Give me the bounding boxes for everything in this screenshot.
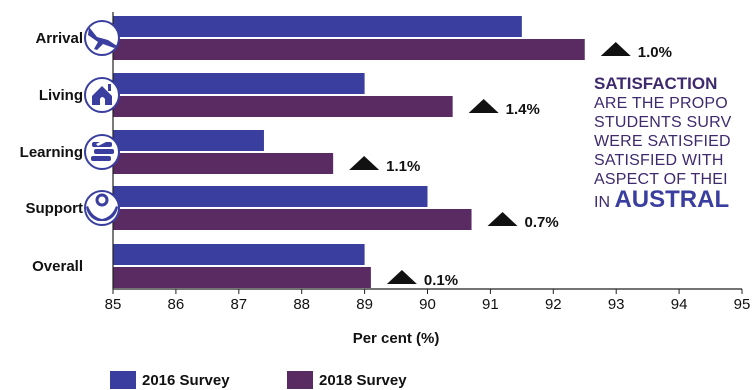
bar-2016-living bbox=[113, 73, 365, 94]
category-icons bbox=[84, 20, 120, 226]
x-tick-label-91: 91 bbox=[482, 296, 499, 313]
delta-label-overall: 0.1% bbox=[424, 272, 458, 289]
category-label-support: Support bbox=[26, 200, 84, 217]
increase-triangle-icon bbox=[386, 270, 417, 284]
bar-2016-arrival bbox=[113, 16, 522, 37]
legend-label-2018: 2018 Survey bbox=[319, 371, 407, 389]
legend-swatch-2018 bbox=[287, 371, 313, 389]
category-label-overall: Overall bbox=[32, 258, 83, 275]
airplane-icon bbox=[84, 20, 120, 56]
increase-triangle-icon bbox=[600, 42, 631, 56]
bar-2018-arrival bbox=[113, 39, 585, 60]
legend-swatch-2016 bbox=[110, 371, 136, 389]
note-line-3: WERE SATISFIED bbox=[594, 133, 731, 150]
delta-label-learning: 1.1% bbox=[386, 158, 420, 175]
note-prefix: IN bbox=[594, 194, 615, 211]
category-label-living: Living bbox=[39, 87, 83, 104]
note-line-4: SATISFIED WITH bbox=[594, 152, 724, 169]
bar-2018-living bbox=[113, 96, 453, 117]
legend-label-2016: 2016 Survey bbox=[142, 371, 230, 389]
satisfaction-note: SATISFACTION ARE THE PROPO STUDENTS SURV… bbox=[594, 74, 756, 214]
x-tick-label-89: 89 bbox=[356, 296, 373, 313]
increase-triangle-icon bbox=[487, 212, 518, 226]
x-tick-label-88: 88 bbox=[293, 296, 310, 313]
note-line-5: ASPECT OF THEI bbox=[594, 171, 728, 188]
books-icon bbox=[84, 134, 120, 170]
delta-label-support: 0.7% bbox=[525, 214, 559, 231]
note-line-1: ARE THE PROPO bbox=[594, 95, 728, 112]
bar-2018-overall bbox=[113, 267, 371, 288]
category-labels: Arrival Living Learning Support Overall bbox=[20, 30, 83, 275]
bar-2016-overall bbox=[113, 244, 365, 265]
increase-triangle-icon bbox=[468, 99, 499, 113]
legend-item-2018: 2018 Survey bbox=[287, 371, 407, 389]
delta-label-living: 1.4% bbox=[506, 101, 540, 118]
x-tick-label-93: 93 bbox=[608, 296, 625, 313]
increase-triangle-icon bbox=[349, 156, 380, 170]
x-tick-label-86: 86 bbox=[168, 296, 185, 313]
x-axis-ticks: 85 86 87 88 89 90 91 92 93 94 95 bbox=[105, 289, 751, 313]
delta-annotations: 1.0% 1.4% 1.1% 0.7% 0.1% bbox=[349, 42, 672, 289]
category-label-arrival: Arrival bbox=[35, 30, 83, 47]
bar-2018-support bbox=[113, 209, 472, 230]
x-axis-title: Per cent (%) bbox=[353, 330, 440, 347]
x-tick-label-95: 95 bbox=[734, 296, 751, 313]
bar-2018-learning bbox=[113, 153, 334, 174]
bars-layer bbox=[113, 16, 585, 288]
bar-2016-support bbox=[113, 186, 428, 207]
category-label-learning: Learning bbox=[20, 144, 83, 161]
delta-label-arrival: 1.0% bbox=[638, 44, 672, 61]
note-line-2: STUDENTS SURV bbox=[594, 114, 732, 131]
legend-item-2016: 2016 Survey bbox=[110, 371, 230, 389]
support-hands-icon bbox=[84, 190, 120, 226]
x-tick-label-94: 94 bbox=[671, 296, 688, 313]
home-icon bbox=[84, 77, 120, 113]
note-title: SATISFACTION bbox=[594, 74, 718, 93]
bar-2016-learning bbox=[113, 130, 264, 151]
x-tick-label-90: 90 bbox=[419, 296, 436, 313]
note-emphasis: AUSTRAL bbox=[614, 186, 730, 213]
x-tick-label-92: 92 bbox=[545, 296, 562, 313]
note-line-6: IN AUSTRAL bbox=[594, 186, 756, 214]
x-tick-label-87: 87 bbox=[230, 296, 247, 313]
x-tick-label-85: 85 bbox=[105, 296, 122, 313]
